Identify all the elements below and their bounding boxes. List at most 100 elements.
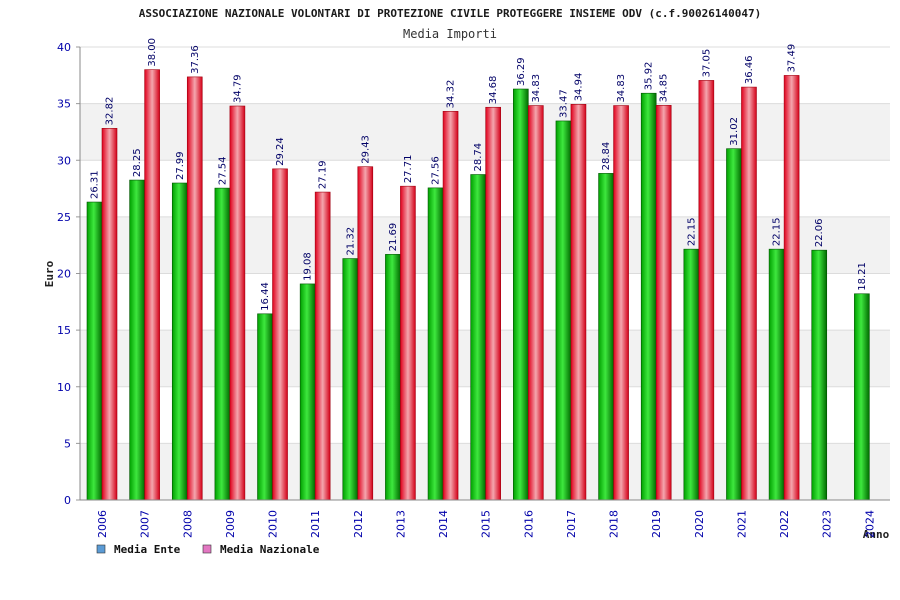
bar-media-nazionale	[528, 105, 544, 501]
value-label: 36.46	[744, 55, 755, 84]
value-labels: 26.31 28.25 27.99 27.54 16.44 19.08 21.32 21.69…	[90, 38, 868, 311]
bar-media-ente	[683, 248, 700, 501]
x-tick-label: 2024	[863, 510, 876, 538]
y-axis-ticks: 0 5 10 15 20 25 30 35 40	[57, 41, 80, 507]
x-tick-label: 2014	[437, 510, 450, 538]
y-axis-label: Euro	[43, 260, 56, 287]
legend-swatch	[202, 544, 212, 554]
value-label: 21.69	[388, 223, 399, 252]
bar-media-nazionale	[357, 166, 374, 501]
value-label: 38.00	[147, 38, 158, 67]
value-label: 16.44	[260, 282, 271, 311]
value-label: 28.74	[473, 143, 484, 172]
legend: Media Ente Media Nazionale	[96, 543, 320, 556]
bars	[86, 69, 870, 501]
x-tick-label: 2021	[735, 510, 748, 538]
bar-media-nazionale	[783, 75, 800, 501]
value-label: 37.49	[787, 44, 798, 73]
value-label: 27.54	[217, 156, 228, 185]
bar-media-nazionale	[698, 80, 715, 501]
value-label: 28.25	[132, 148, 143, 177]
chart-title: ASSOCIAZIONE NAZIONALE VOLONTARI DI PROT…	[139, 7, 762, 20]
value-label: 26.31	[90, 170, 101, 199]
value-label: 29.24	[275, 137, 286, 166]
bar-media-ente	[598, 173, 614, 501]
bar-media-nazionale	[485, 106, 501, 501]
value-label: 19.08	[303, 252, 314, 281]
value-label: 34.85	[659, 74, 670, 103]
y-tick-label: 0	[64, 494, 71, 507]
y-tick-label: 25	[57, 211, 71, 224]
value-label: 31.02	[729, 117, 740, 146]
value-label: 22.15	[686, 218, 697, 247]
x-axis-ticks: 2006 2007 2008 2009 2010 2011 2012 2013 2014 2015…	[96, 510, 876, 538]
bar-media-nazionale	[741, 86, 757, 501]
value-label: 32.82	[105, 97, 116, 126]
value-label: 21.32	[345, 227, 356, 256]
x-tick-label: 2007	[139, 510, 152, 538]
x-tick-label: 2010	[267, 510, 280, 538]
value-label: 22.06	[814, 219, 825, 248]
value-label: 27.56	[431, 156, 442, 185]
bar-media-ente	[342, 258, 359, 501]
value-label: 33.47	[558, 89, 569, 118]
bar-media-nazionale	[613, 105, 629, 501]
x-tick-label: 2022	[778, 510, 791, 538]
x-tick-label: 2011	[309, 510, 322, 538]
x-tick-label: 2019	[650, 510, 663, 538]
x-tick-label: 2009	[224, 510, 237, 538]
bar-media-ente	[86, 201, 103, 501]
bar-media-nazionale	[144, 69, 160, 501]
value-label: 27.19	[318, 160, 329, 189]
bar-media-nazionale	[272, 168, 288, 501]
value-label: 37.36	[190, 45, 201, 74]
x-tick-label: 2017	[565, 510, 578, 538]
bar-media-ente	[555, 120, 572, 501]
bar-media-nazionale	[655, 105, 672, 501]
value-label: 22.15	[772, 218, 783, 247]
x-tick-label: 2013	[394, 510, 407, 538]
y-tick-label: 15	[57, 324, 71, 337]
value-label: 27.71	[403, 155, 414, 184]
x-tick-label: 2023	[821, 510, 834, 538]
y-tick-label: 20	[57, 268, 71, 281]
value-label: 35.92	[644, 62, 655, 91]
bar-media-ente	[385, 254, 401, 501]
value-label: 34.83	[616, 74, 627, 103]
bar-media-ente	[427, 187, 444, 501]
y-tick-label: 5	[64, 437, 71, 450]
x-tick-label: 2018	[608, 510, 621, 538]
bar-media-ente	[854, 293, 870, 501]
bar-media-ente	[768, 248, 785, 501]
x-tick-label: 2016	[522, 510, 535, 538]
value-label: 34.79	[232, 74, 243, 103]
bar-media-ente	[470, 174, 486, 501]
chart-subtitle: Media Importi	[403, 27, 497, 41]
y-tick-label: 30	[57, 154, 71, 167]
legend-label: Media Ente	[114, 543, 181, 556]
value-label: 34.68	[488, 76, 499, 105]
value-label: 34.83	[531, 74, 542, 103]
y-tick-label: 40	[57, 41, 71, 54]
legend-label: Media Nazionale	[220, 543, 320, 556]
value-label: 29.43	[360, 135, 371, 164]
value-label: 34.94	[573, 73, 584, 102]
x-tick-label: 2012	[352, 510, 365, 538]
bar-media-ente	[513, 88, 529, 501]
x-tick-label: 2015	[480, 510, 493, 538]
value-label: 27.99	[175, 151, 186, 180]
value-label: 34.32	[446, 80, 457, 109]
x-tick-label: 2006	[96, 510, 109, 538]
bar-media-nazionale	[101, 128, 118, 501]
value-label: 28.84	[601, 142, 612, 171]
x-tick-label: 2020	[693, 510, 706, 538]
bar-media-nazionale	[186, 76, 203, 501]
bar-media-ente	[171, 182, 188, 501]
axes	[79, 47, 890, 501]
value-label: 36.29	[516, 57, 527, 86]
value-label: 37.05	[701, 49, 712, 78]
y-tick-label: 35	[57, 98, 71, 111]
bar-media-nazionale	[570, 104, 587, 501]
value-label: 18.21	[857, 262, 868, 291]
